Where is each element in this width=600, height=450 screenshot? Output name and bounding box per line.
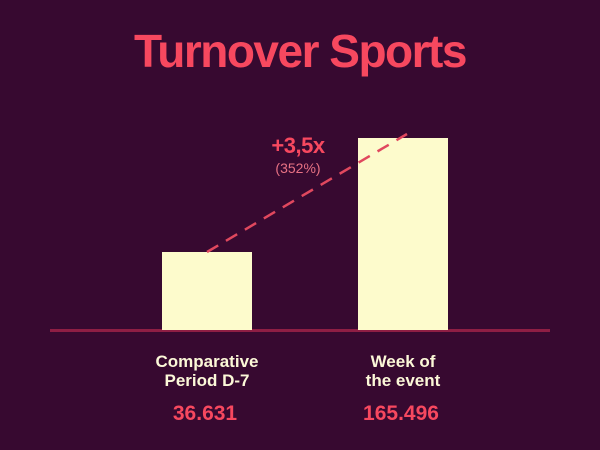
category-label-line1: Week of (370, 352, 436, 371)
category-label-comparative-period: Comparative Period D-7 (122, 352, 292, 390)
chart-title: Turnover Sports (134, 25, 467, 77)
category-label-line2: Period D-7 (164, 371, 250, 390)
category-label-line2: the event (365, 371, 441, 390)
growth-annotation: +3,5x (352%) (248, 133, 348, 176)
growth-percent-text: (352%) (275, 160, 321, 176)
bar-week-of-event (358, 138, 448, 330)
bar-comparative-period (162, 252, 252, 330)
x-axis-baseline (50, 329, 550, 332)
category-label-week-of-event: Week of the event (318, 352, 488, 390)
category-label-line1: Comparative (155, 352, 259, 371)
growth-multiplier-text: +3,5x (271, 133, 325, 158)
value-label-comparative-period: 36.631 (172, 402, 238, 425)
value-label-week-of-event: 165.496 (363, 402, 439, 425)
